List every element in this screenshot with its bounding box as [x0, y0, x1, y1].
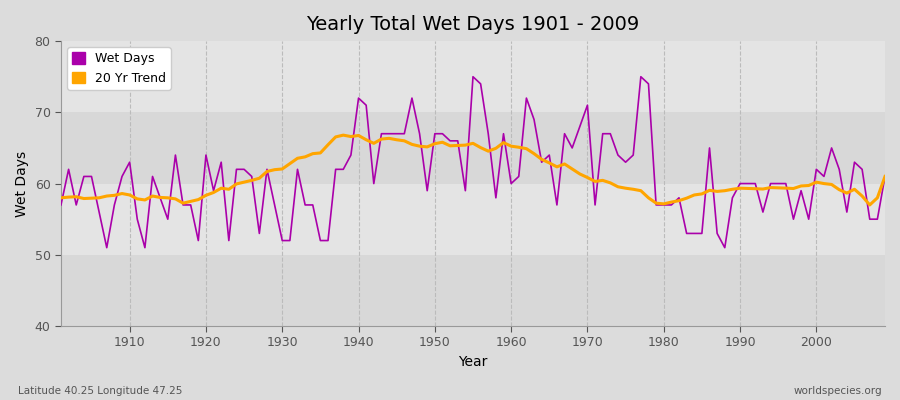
Wet Days	[338, 167, 348, 172]
X-axis label: Year: Year	[458, 355, 488, 369]
20 Yr Trend	[605, 180, 616, 185]
Wet Days	[124, 160, 135, 165]
Wet Days	[102, 245, 112, 250]
20 Yr Trend	[338, 133, 348, 138]
20 Yr Trend	[879, 174, 890, 179]
Bar	[61, 112, 885, 184]
Wet Days	[613, 153, 624, 158]
Wet Days	[292, 167, 303, 172]
20 Yr Trend	[506, 144, 517, 148]
Line: Wet Days: Wet Days	[61, 77, 885, 248]
Line: 20 Yr Trend: 20 Yr Trend	[61, 135, 885, 205]
20 Yr Trend	[56, 196, 67, 200]
20 Yr Trend	[330, 134, 341, 139]
Title: Yearly Total Wet Days 1901 - 2009: Yearly Total Wet Days 1901 - 2009	[306, 15, 640, 34]
Y-axis label: Wet Days: Wet Days	[15, 150, 29, 217]
Wet Days	[513, 174, 524, 179]
Wet Days	[56, 202, 67, 207]
20 Yr Trend	[117, 191, 128, 196]
Wet Days	[468, 74, 479, 79]
Wet Days	[879, 174, 890, 179]
Legend: Wet Days, 20 Yr Trend: Wet Days, 20 Yr Trend	[68, 47, 171, 90]
20 Yr Trend	[513, 145, 524, 150]
Text: worldspecies.org: worldspecies.org	[794, 386, 882, 396]
Wet Days	[521, 96, 532, 100]
Text: Latitude 40.25 Longitude 47.25: Latitude 40.25 Longitude 47.25	[18, 386, 183, 396]
20 Yr Trend	[864, 202, 875, 207]
Bar	[61, 41, 885, 112]
Bar	[61, 255, 885, 326]
20 Yr Trend	[284, 161, 295, 166]
Bar	[61, 184, 885, 255]
